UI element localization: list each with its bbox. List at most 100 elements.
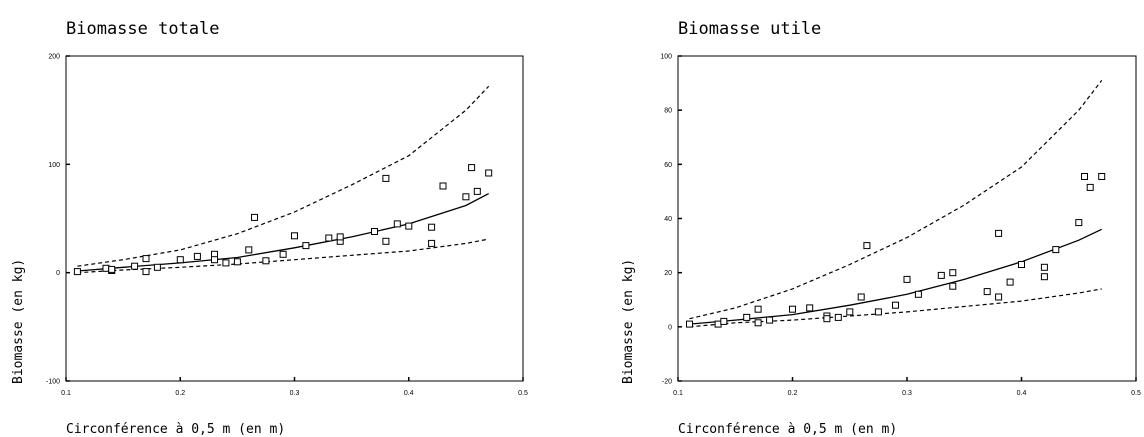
data-point — [806, 304, 814, 312]
chart-title: Biomasse utile — [678, 19, 821, 39]
data-point — [462, 193, 470, 201]
fit-line — [689, 228, 1102, 325]
data-point — [743, 313, 751, 321]
data-point — [428, 239, 436, 247]
data-point — [766, 316, 774, 324]
chart-biomasse-utile: Biomasse utile Biomasse (en kg) Circonfé… — [621, 19, 1141, 437]
data-point — [222, 259, 230, 267]
chart-biomasse-totale: Biomasse totale Biomasse (en kg) Circonf… — [11, 19, 528, 437]
data-point — [823, 315, 831, 323]
data-point — [714, 320, 722, 328]
y-tick-label: 60 — [664, 162, 672, 169]
data-point — [382, 237, 390, 245]
data-point — [262, 257, 270, 265]
y-tick-label: 80 — [664, 108, 672, 115]
x-tick-label: 0.1 — [61, 390, 71, 397]
data-point — [903, 275, 911, 283]
x-tick-label: 0.5 — [1131, 390, 1141, 397]
plot-frame — [677, 55, 1137, 382]
data-point — [983, 288, 991, 296]
data-point — [468, 164, 476, 172]
data-point — [1081, 173, 1088, 180]
data-point — [233, 258, 241, 266]
y-axis-label: Biomasse (en kg) — [11, 259, 26, 384]
data-point — [720, 317, 728, 325]
data-point — [892, 301, 899, 309]
data-point — [193, 252, 201, 260]
data-point — [754, 305, 762, 313]
x-axis-label: Circonférence à 0,5 m (en m) — [66, 422, 285, 437]
confidence-bound-line — [77, 85, 490, 267]
y-tick-label: -20 — [662, 379, 672, 386]
y-tick-label: 0 — [668, 324, 672, 331]
data-point — [439, 182, 447, 190]
data-point — [834, 313, 842, 321]
data-point — [863, 242, 871, 250]
data-point — [1040, 273, 1048, 281]
y-tick-label: 100 — [660, 54, 672, 61]
y-tick-label: 0 — [56, 270, 60, 277]
y-axis-label: Biomasse (en kg) — [621, 259, 636, 384]
data-point — [857, 293, 865, 301]
data-point — [291, 232, 298, 240]
data-point — [153, 263, 161, 271]
y-tick-label: 20 — [664, 270, 672, 277]
data-point — [73, 268, 81, 276]
data-point — [325, 234, 333, 242]
data-point — [302, 242, 310, 250]
data-point — [211, 256, 218, 264]
y-tick-label: 100 — [48, 162, 60, 169]
data-point — [176, 256, 184, 264]
data-point — [1040, 263, 1048, 271]
x-tick-label: 0.3 — [902, 390, 912, 397]
data-point — [371, 228, 378, 235]
data-point — [874, 308, 882, 316]
data-point — [393, 220, 401, 228]
x-tick-label: 0.1 — [673, 390, 683, 397]
data-point — [382, 174, 390, 182]
data-point — [108, 265, 116, 273]
data-point — [686, 320, 693, 328]
data-point — [995, 293, 1003, 301]
data-point — [279, 250, 287, 258]
y-tick-label: 40 — [664, 216, 672, 223]
data-point — [1052, 246, 1060, 254]
y-tick-label: -100 — [46, 379, 60, 386]
x-tick-label: 0.4 — [1017, 390, 1027, 397]
data-point — [142, 255, 150, 263]
data-point — [949, 269, 957, 277]
data-point — [914, 290, 922, 298]
data-point — [1018, 261, 1025, 268]
y-tick-label: 200 — [48, 54, 60, 61]
data-point — [995, 229, 1003, 237]
data-point — [336, 233, 344, 241]
data-point — [473, 187, 481, 195]
data-point — [949, 282, 957, 290]
confidence-bound-line — [689, 80, 1103, 320]
x-tick-label: 0.2 — [175, 390, 185, 397]
confidence-bound-line — [77, 238, 489, 274]
data-point — [1098, 173, 1106, 180]
x-axis-label: Circonférence à 0,5 m (en m) — [678, 422, 897, 437]
data-point — [251, 213, 258, 221]
data-point — [485, 169, 493, 177]
data-point — [131, 262, 139, 270]
data-point — [428, 223, 436, 231]
x-tick-label: 0.5 — [518, 390, 528, 397]
data-point — [789, 305, 796, 313]
x-tick-label: 0.4 — [404, 390, 414, 397]
data-point — [846, 308, 854, 316]
data-point — [102, 264, 110, 272]
data-point — [142, 268, 150, 276]
confidence-bound-line — [689, 288, 1102, 328]
data-point — [245, 246, 253, 254]
data-point — [1006, 278, 1014, 286]
x-tick-label: 0.3 — [290, 390, 300, 397]
data-point — [405, 222, 413, 230]
data-point — [937, 271, 945, 279]
data-point — [754, 319, 762, 327]
fit-line — [77, 193, 490, 272]
data-point — [1086, 183, 1094, 191]
chart-title: Biomasse totale — [66, 19, 220, 39]
